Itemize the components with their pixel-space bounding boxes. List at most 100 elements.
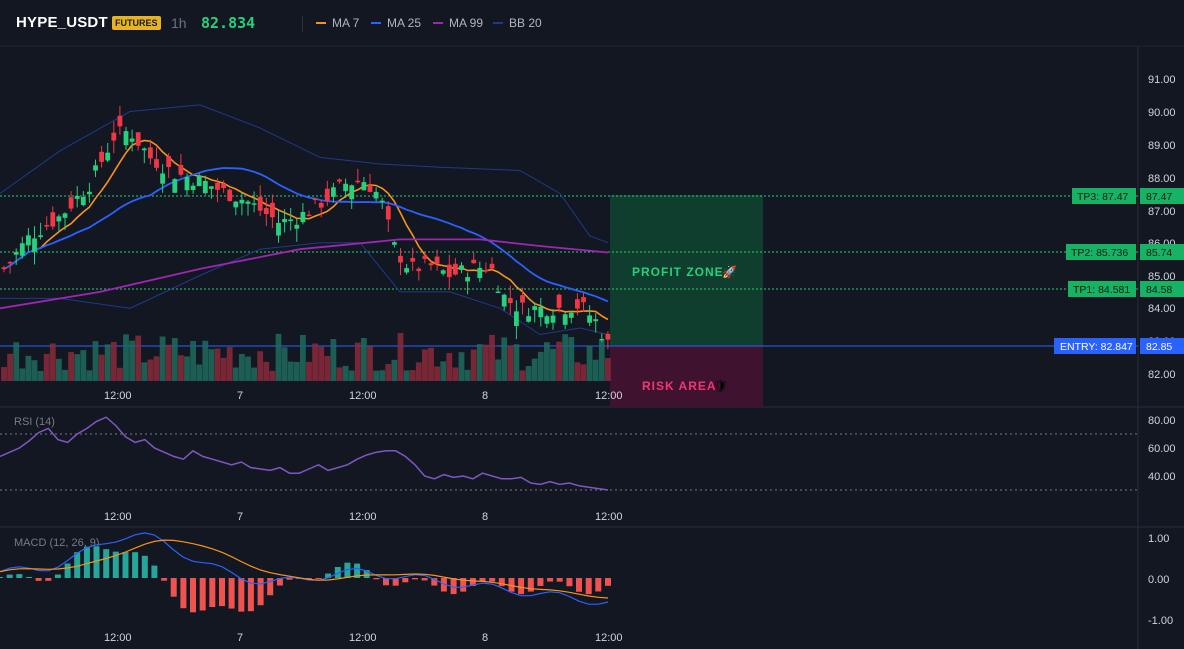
candle-body bbox=[26, 235, 31, 246]
macd-hist-bar bbox=[489, 578, 496, 582]
volume-bar bbox=[483, 344, 489, 381]
volume-bar bbox=[86, 370, 93, 381]
legend-ma7[interactable]: MA 7 bbox=[316, 16, 359, 30]
volume-bar bbox=[239, 353, 245, 381]
time-axis-main: 12:00 7 12:00 8 12:00 bbox=[104, 390, 623, 402]
candle-body bbox=[501, 294, 507, 307]
candle-body bbox=[178, 164, 184, 175]
candle-body bbox=[68, 197, 74, 209]
candle-body bbox=[337, 179, 342, 182]
volume-bar bbox=[287, 361, 294, 381]
macd-tick: 1.00 bbox=[1148, 533, 1169, 545]
timeframe-label[interactable]: 1h bbox=[171, 15, 187, 31]
candle-body bbox=[111, 132, 117, 141]
macd-hist-bar bbox=[547, 578, 554, 582]
volume-bar bbox=[141, 362, 148, 381]
volume-bar bbox=[184, 356, 190, 381]
volume-bar bbox=[458, 352, 465, 381]
price-tick: 90.00 bbox=[1148, 107, 1176, 119]
candle-body bbox=[300, 211, 306, 223]
macd-hist-bar bbox=[412, 578, 418, 580]
macd-hist-bar bbox=[26, 577, 32, 578]
candlesticks[interactable] bbox=[1, 105, 611, 350]
volume-bar bbox=[525, 366, 532, 381]
tp3-tag bbox=[1072, 188, 1136, 204]
candle-body bbox=[32, 238, 37, 252]
macd-hist-bar bbox=[170, 578, 177, 597]
macd-hist-bar bbox=[83, 546, 90, 578]
entry-tag bbox=[1054, 338, 1136, 354]
volume-bar bbox=[422, 349, 428, 381]
macd-hist-bar bbox=[16, 574, 23, 578]
risk-zone-label: RISK AREA bbox=[642, 379, 717, 393]
volume-bar bbox=[556, 341, 562, 381]
macd-hist-bar bbox=[276, 578, 283, 586]
price-tick: 84.00 bbox=[1148, 303, 1176, 315]
macd-hist-bar bbox=[585, 578, 592, 595]
candle-body bbox=[507, 297, 513, 304]
candle-body bbox=[99, 151, 104, 162]
volume-bar bbox=[330, 339, 337, 381]
entry-axis-tag bbox=[1140, 338, 1184, 354]
candle-body bbox=[361, 182, 367, 191]
volume-bar bbox=[489, 334, 495, 381]
volume-bar bbox=[391, 359, 398, 381]
symbol-name[interactable]: HYPE_USDT bbox=[16, 14, 108, 31]
candle-body bbox=[270, 202, 275, 218]
time-tick: 12:00 bbox=[595, 390, 623, 402]
macd-hist-bar bbox=[0, 577, 3, 578]
risk-zone bbox=[610, 346, 763, 407]
candle-body bbox=[312, 198, 318, 201]
legend-bb20[interactable]: BB 20 bbox=[493, 16, 542, 30]
macd-hist-bar bbox=[180, 578, 187, 609]
volume-bar bbox=[251, 367, 257, 381]
volume-bar bbox=[403, 370, 410, 381]
macd-hist-bar bbox=[209, 578, 216, 608]
volume-bar bbox=[165, 344, 172, 381]
last-price: 82.834 bbox=[201, 14, 256, 32]
legend-ma25[interactable]: MA 25 bbox=[371, 16, 421, 30]
volume-bar bbox=[550, 348, 556, 381]
price-axis[interactable]: 91.00 90.00 89.00 88.00 87.00 86.00 85.0… bbox=[1148, 74, 1176, 381]
volume-bar bbox=[43, 353, 50, 381]
volume-bar bbox=[385, 364, 392, 381]
candle-body bbox=[404, 268, 409, 273]
macd-hist-bar bbox=[479, 578, 486, 582]
volume-bar bbox=[117, 367, 123, 381]
tp3-axis-tag bbox=[1140, 188, 1184, 204]
candle-body bbox=[318, 202, 324, 208]
candle-body bbox=[422, 255, 428, 259]
macd-hist-bar bbox=[6, 574, 13, 578]
macd-hist-bar bbox=[305, 578, 312, 580]
volume-bar bbox=[470, 349, 477, 381]
ma99-line bbox=[0, 238, 609, 310]
volume-bar bbox=[13, 342, 20, 381]
price-tick: 89.00 bbox=[1148, 140, 1176, 152]
candle-body bbox=[483, 269, 489, 272]
macd-hist-bar bbox=[122, 552, 129, 578]
shield-icon: 🛡 bbox=[713, 379, 728, 393]
rsi-tick: 60.00 bbox=[1148, 443, 1176, 455]
volume-bar bbox=[153, 356, 160, 381]
macd-hist-bar bbox=[383, 578, 389, 586]
candle-body bbox=[434, 256, 440, 264]
macd-hist-bar bbox=[219, 578, 225, 607]
time-tick: 12:00 bbox=[349, 511, 377, 523]
candle-body bbox=[276, 222, 281, 236]
volume-bar bbox=[354, 342, 361, 381]
ma-line bbox=[3, 167, 609, 303]
candle-body bbox=[50, 212, 56, 227]
legend-ma99[interactable]: MA 99 bbox=[433, 16, 483, 30]
legend-ma99-label: MA 99 bbox=[449, 16, 484, 30]
candle-body bbox=[160, 173, 165, 184]
candle-body bbox=[62, 213, 68, 218]
macd-hist-bar bbox=[199, 578, 206, 611]
time-tick: 8 bbox=[482, 511, 488, 523]
candle-body bbox=[550, 315, 556, 323]
volume-bar bbox=[592, 359, 599, 381]
candle-body bbox=[227, 189, 233, 201]
futures-badge: FUTURES bbox=[112, 16, 161, 30]
profit-zone bbox=[610, 195, 763, 346]
macd-hist-bar bbox=[112, 551, 119, 578]
